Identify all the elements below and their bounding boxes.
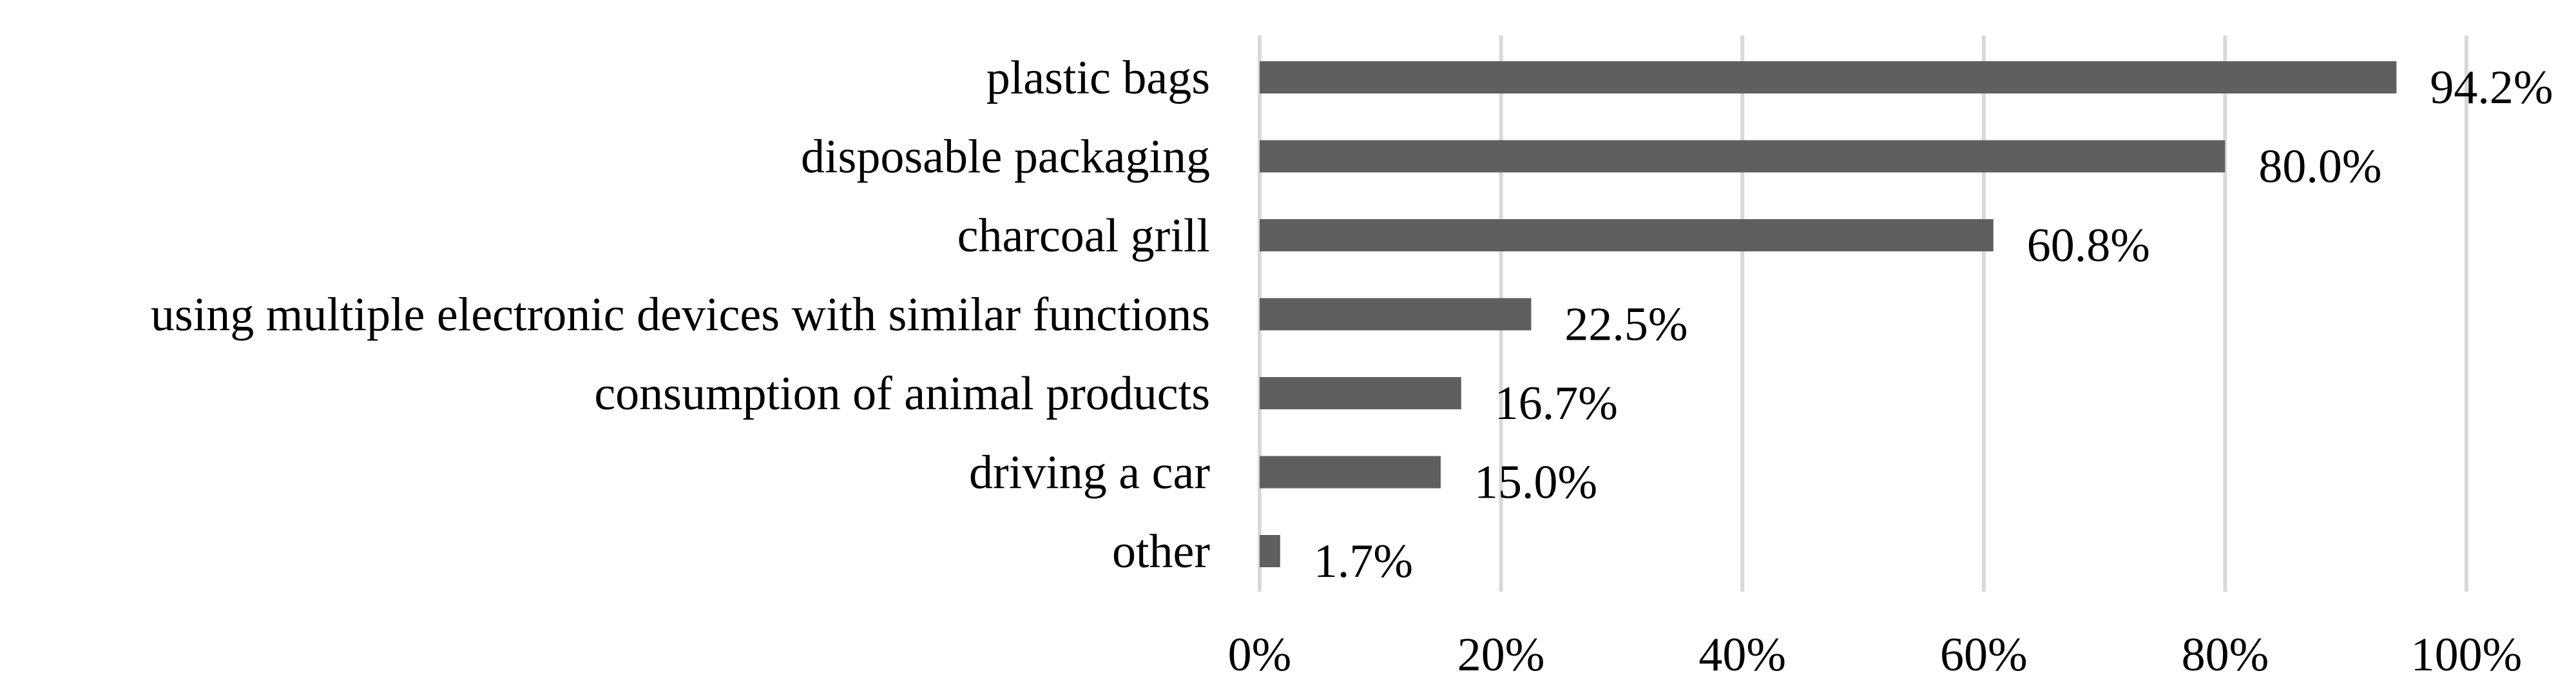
x-tick-label: 20% [1457,628,1545,681]
value-label: 60.8% [2027,219,2150,272]
category-label: other [1112,525,1210,578]
category-label: charcoal grill [957,209,1210,262]
value-label: 94.2% [2430,61,2553,114]
bar-layer [1260,61,2397,567]
value-label: 1.7% [1314,535,1413,588]
value-label: 22.5% [1564,298,1687,351]
value-label: 15.0% [1474,456,1597,509]
bar [1260,61,2397,93]
bar [1260,140,2225,173]
bar [1260,535,1280,567]
category-label-layer: plastic bags disposable packaging charcoal… [151,52,1210,578]
value-label: 80.0% [2258,141,2381,193]
grid-layer [1258,35,2468,592]
category-label: consumption of animal products [594,367,1210,420]
category-label: plastic bags [986,52,1210,104]
category-label: using multiple electronic devices with s… [151,289,1210,342]
x-tick-label: 100% [2411,628,2523,681]
x-tick-label: 40% [1698,628,1786,681]
x-tick-label: 80% [2182,628,2269,681]
bar [1260,219,1994,251]
category-label: disposable packaging [801,131,1210,184]
bar [1260,456,1441,489]
bar [1260,377,1461,409]
tick-label-layer: 0% 20% 40% 60% 80% 100% [1228,628,2523,681]
category-label: driving a car [969,447,1210,500]
value-label-layer: 94.2% 80.0% 60.8% 22.5% 16.7% 15.0% 1.7% [1314,61,2553,588]
x-tick-label: 0% [1228,628,1292,681]
bar [1260,298,1532,331]
value-label: 16.7% [1495,377,1618,430]
x-tick-label: 60% [1940,628,2028,681]
